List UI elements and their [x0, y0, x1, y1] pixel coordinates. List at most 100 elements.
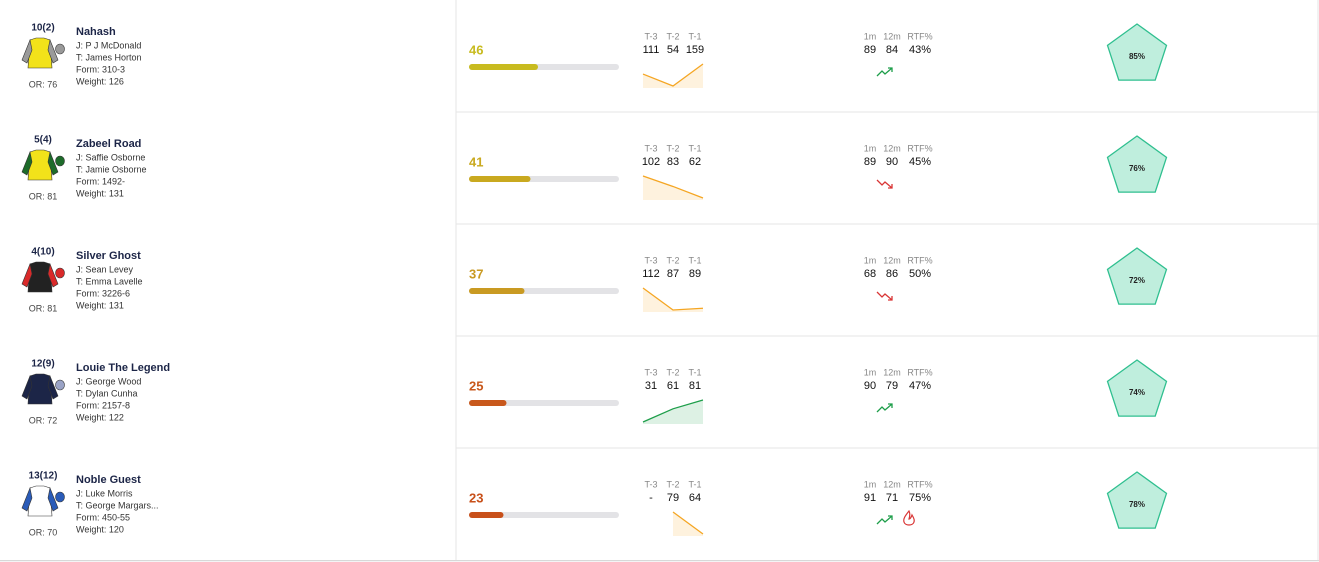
rating-value: 85% — [1129, 52, 1145, 61]
metric-value: 71 — [886, 492, 898, 504]
score: 25 — [469, 378, 483, 393]
last3-value: - — [649, 492, 653, 504]
runner-weight: Weight: 126 — [76, 76, 124, 86]
metric-label: 12m — [883, 255, 901, 265]
rating-pentagon — [1106, 135, 1168, 193]
runner-weight: Weight: 131 — [76, 300, 124, 310]
runner-number: 4(10) — [31, 247, 54, 258]
runner-trainer: T: Dylan Cunha — [76, 388, 138, 398]
sparkline — [642, 399, 704, 423]
score: 37 — [469, 266, 483, 281]
score: 23 — [469, 490, 483, 505]
silk — [21, 149, 65, 181]
sparkline — [642, 63, 704, 87]
metric-value: 89 — [864, 44, 876, 56]
runner-trainer: T: Emma Lavelle — [76, 276, 143, 286]
last3-label: T-3 — [644, 31, 657, 41]
horse-name: Silver Ghost — [76, 250, 141, 262]
silk-cap — [55, 491, 65, 503]
last3-value: 87 — [667, 268, 679, 280]
runner-jockey: J: Saffie Osborne — [76, 152, 145, 162]
metric-label: 1m — [864, 143, 877, 153]
trend-icon — [876, 67, 893, 77]
score-bar — [469, 176, 531, 182]
last3-label: T-3 — [644, 143, 657, 153]
last3-label: T-2 — [666, 367, 679, 377]
rating-value: 76% — [1129, 164, 1145, 173]
metric-value: 75% — [909, 492, 931, 504]
last3-label: T-3 — [644, 367, 657, 377]
last3-value: 62 — [689, 156, 701, 168]
metric-value: 50% — [909, 268, 931, 280]
horse-name: Noble Guest — [76, 474, 141, 486]
silk-sleeve — [21, 38, 33, 64]
official-rating: OR: 81 — [29, 191, 58, 201]
last3-value: 102 — [642, 156, 660, 168]
metric-value: 45% — [909, 156, 931, 168]
sparkline-area — [643, 176, 703, 200]
metric-label: 1m — [864, 255, 877, 265]
runner-number: 13(12) — [29, 471, 58, 482]
last3-value: 83 — [667, 156, 679, 168]
horse-name: Zabeel Road — [76, 138, 141, 150]
metric-value: 43% — [909, 44, 931, 56]
last3-label: T-1 — [688, 479, 701, 489]
official-rating: OR: 72 — [29, 415, 58, 425]
silk-cap — [55, 155, 65, 167]
score: 46 — [469, 42, 483, 57]
silk-body — [27, 149, 53, 181]
last3-label: T-1 — [688, 143, 701, 153]
score-bar — [469, 64, 538, 70]
sparkline-area — [643, 64, 703, 88]
last3-value: 89 — [689, 268, 701, 280]
last3-label: T-2 — [666, 143, 679, 153]
rating-value: 74% — [1129, 388, 1145, 397]
rating-value: 78% — [1129, 500, 1145, 509]
trend-icon — [876, 515, 893, 525]
sparkline — [642, 175, 704, 199]
runner-number: 5(4) — [34, 135, 52, 146]
metric-label: 12m — [883, 367, 901, 377]
rating-pentagon — [1106, 247, 1168, 305]
metric-value: 68 — [864, 268, 876, 280]
trend-icon — [876, 403, 893, 413]
score-bar — [469, 512, 504, 518]
runner-trainer: T: Jamie Osborne — [76, 164, 147, 174]
runner-jockey: J: Luke Morris — [76, 488, 133, 498]
score-bar — [469, 288, 525, 294]
metric-label: 12m — [883, 143, 901, 153]
last3-value: 112 — [642, 268, 660, 280]
metric-value: 86 — [886, 268, 898, 280]
last3-label: T-3 — [644, 255, 657, 265]
runner-form: Form: 3226-6 — [76, 288, 130, 298]
silk-sleeve — [47, 262, 59, 288]
silk — [21, 485, 65, 517]
metric-label: RTF% — [907, 367, 932, 377]
runner-trainer: T: George Margars... — [76, 500, 159, 510]
runner-jockey: J: George Wood — [76, 376, 141, 386]
sparkline-area — [643, 400, 703, 424]
runner-trainer: T: James Horton — [76, 52, 142, 62]
last3-label: T-3 — [644, 479, 657, 489]
silk-sleeve — [47, 374, 59, 400]
runner-form: Form: 2157-8 — [76, 400, 130, 410]
last3-value: 31 — [645, 380, 657, 392]
score-bar — [469, 400, 507, 406]
runner-form: Form: 450-55 — [76, 512, 130, 522]
metric-value: 47% — [909, 380, 931, 392]
last3-label: T-2 — [666, 255, 679, 265]
runner-jockey: J: P J McDonald — [76, 40, 141, 50]
sparkline — [672, 511, 704, 535]
silk-sleeve — [47, 150, 59, 176]
silk — [21, 37, 65, 69]
silk-sleeve — [21, 374, 33, 400]
last3-value: 79 — [667, 492, 679, 504]
metric-label: RTF% — [907, 255, 932, 265]
silk-cap — [55, 379, 65, 391]
last3-value: 111 — [643, 44, 660, 56]
silk — [21, 261, 65, 293]
sparkline — [642, 287, 704, 311]
silk-cap — [55, 43, 65, 55]
last3-value: 61 — [667, 380, 679, 392]
